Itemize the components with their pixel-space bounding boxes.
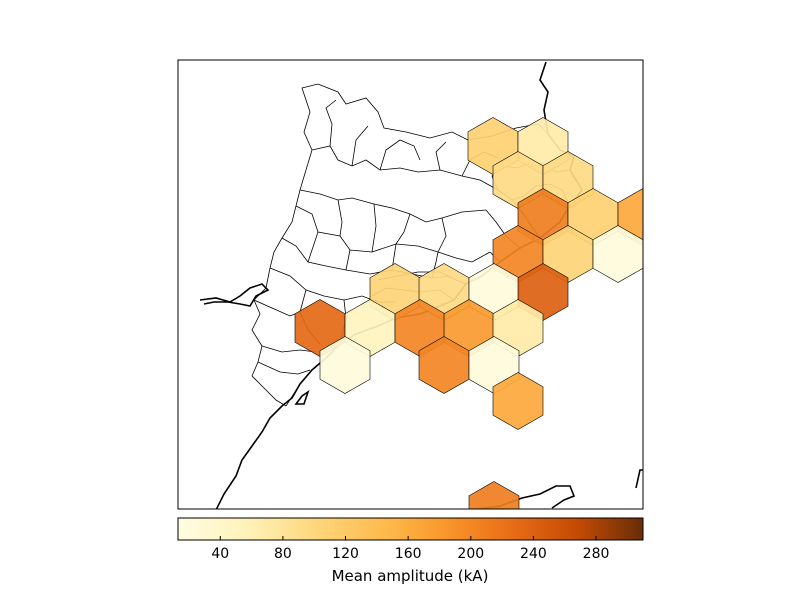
hexbin-cell <box>319 336 371 394</box>
colorbar-tick-label: 240 <box>520 546 547 562</box>
map-frame <box>177 59 644 510</box>
colorbar <box>177 517 644 541</box>
colorbar-tick-label: 160 <box>395 546 422 562</box>
hexbin-cell <box>492 372 544 430</box>
colorbar-tick-label: 200 <box>457 546 484 562</box>
colorbar-tick-label: 120 <box>332 546 359 562</box>
colorbar-ticks: 40 80 120 160 200 240 280 <box>211 536 609 562</box>
colorbar-tick-label: 40 <box>211 546 229 562</box>
hexbin-cell <box>468 481 520 509</box>
colorbar-label: Mean amplitude (kA) <box>332 567 489 585</box>
hexbin-layer <box>294 117 643 509</box>
hexbin-cell <box>592 225 643 283</box>
colorbar-tick-label: 280 <box>583 546 610 562</box>
colorbar-tick-label: 80 <box>274 546 292 562</box>
